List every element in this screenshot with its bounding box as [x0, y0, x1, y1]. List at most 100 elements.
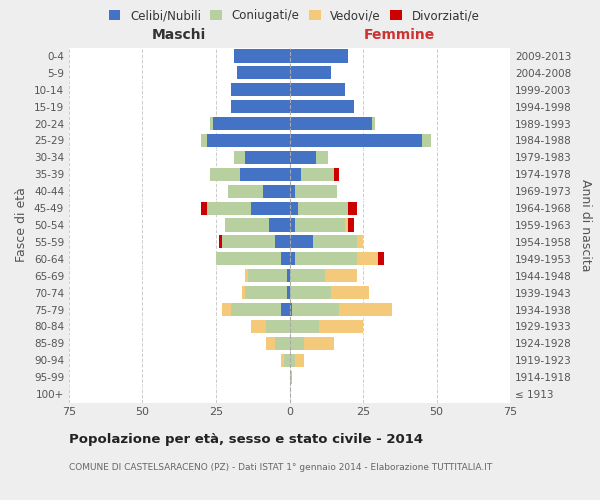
Bar: [233, 50, 290, 62]
Bar: [290, 83, 346, 96]
Bar: [290, 236, 363, 248]
Bar: [275, 236, 290, 248]
Bar: [266, 336, 290, 350]
Bar: [213, 117, 290, 130]
Bar: [290, 336, 334, 350]
Bar: [281, 354, 290, 367]
Bar: [216, 252, 290, 266]
Bar: [228, 184, 290, 198]
Bar: [230, 100, 290, 114]
Bar: [290, 252, 378, 266]
Bar: [290, 286, 331, 299]
Bar: [290, 50, 348, 62]
Bar: [210, 168, 290, 181]
Bar: [210, 168, 290, 181]
Bar: [219, 236, 290, 248]
Bar: [290, 236, 357, 248]
Bar: [290, 354, 304, 367]
Bar: [290, 66, 331, 80]
Bar: [281, 354, 290, 367]
Bar: [290, 168, 334, 181]
Bar: [290, 66, 331, 80]
Bar: [230, 83, 290, 96]
Bar: [236, 66, 290, 80]
Bar: [290, 117, 375, 130]
Bar: [290, 184, 337, 198]
Bar: [290, 151, 328, 164]
Bar: [290, 320, 363, 333]
Bar: [207, 202, 290, 214]
Bar: [245, 151, 290, 164]
Bar: [290, 202, 348, 214]
Bar: [290, 286, 369, 299]
Bar: [245, 286, 290, 299]
Bar: [216, 252, 290, 266]
Bar: [290, 83, 346, 96]
Bar: [290, 184, 295, 198]
Bar: [290, 66, 331, 80]
Bar: [222, 303, 290, 316]
Bar: [290, 117, 375, 130]
Bar: [242, 286, 290, 299]
Bar: [222, 236, 290, 248]
Bar: [207, 202, 290, 214]
Bar: [236, 66, 290, 80]
Bar: [290, 151, 316, 164]
Bar: [290, 100, 354, 114]
Bar: [290, 100, 354, 114]
Bar: [290, 303, 292, 316]
Bar: [290, 269, 357, 282]
Bar: [290, 66, 331, 80]
Bar: [284, 354, 290, 367]
Bar: [290, 269, 325, 282]
Bar: [290, 83, 346, 96]
Bar: [230, 100, 290, 114]
Bar: [251, 202, 290, 214]
Bar: [230, 100, 290, 114]
Bar: [290, 236, 363, 248]
Text: Maschi: Maschi: [152, 28, 206, 42]
Bar: [245, 269, 290, 282]
Bar: [290, 168, 340, 181]
Bar: [290, 184, 337, 198]
Text: Femmine: Femmine: [364, 28, 436, 42]
Text: Popolazione per età, sesso e stato civile - 2014: Popolazione per età, sesso e stato civil…: [69, 432, 423, 446]
Bar: [290, 320, 363, 333]
Bar: [233, 50, 290, 62]
Bar: [228, 184, 290, 198]
Bar: [207, 134, 290, 147]
Bar: [233, 50, 290, 62]
Bar: [225, 218, 290, 232]
Bar: [287, 286, 290, 299]
Bar: [290, 303, 340, 316]
Bar: [290, 117, 372, 130]
Bar: [290, 303, 392, 316]
Bar: [233, 151, 290, 164]
Y-axis label: Fasce di età: Fasce di età: [16, 188, 28, 262]
Bar: [290, 50, 348, 62]
Bar: [290, 168, 334, 181]
Bar: [269, 218, 290, 232]
Bar: [290, 218, 348, 232]
Bar: [251, 320, 290, 333]
Bar: [290, 354, 295, 367]
Bar: [290, 286, 369, 299]
Bar: [266, 320, 290, 333]
Bar: [290, 134, 431, 147]
Bar: [290, 252, 383, 266]
Bar: [216, 252, 290, 266]
Bar: [287, 269, 290, 282]
Bar: [245, 269, 290, 282]
Legend: Celibi/Nubili, Coniugati/e, Vedovi/e, Divorziati/e: Celibi/Nubili, Coniugati/e, Vedovi/e, Di…: [105, 6, 483, 26]
Bar: [290, 303, 392, 316]
Bar: [290, 100, 354, 114]
Bar: [290, 50, 348, 62]
Bar: [225, 218, 290, 232]
Bar: [251, 320, 290, 333]
Bar: [210, 117, 290, 130]
Bar: [290, 269, 357, 282]
Bar: [290, 184, 337, 198]
Bar: [230, 83, 290, 96]
Bar: [202, 134, 290, 147]
Bar: [290, 100, 354, 114]
